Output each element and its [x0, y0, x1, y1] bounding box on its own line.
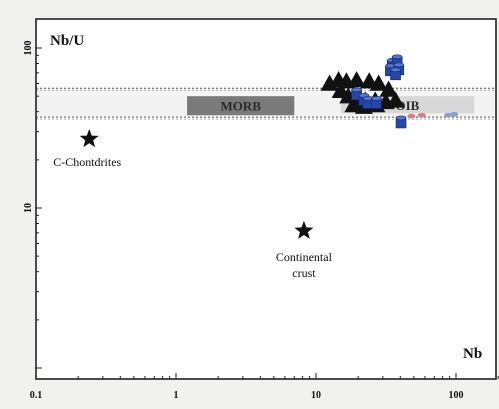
star-marker [294, 220, 314, 239]
cylinder-top [371, 96, 382, 101]
annotations-layer: C-Chontdrites Continental crust [53, 129, 333, 280]
data-point-triangle [347, 71, 366, 88]
x-tick-label: 100 [449, 390, 464, 401]
cylinder-top [391, 54, 403, 60]
data-point-circle [450, 111, 459, 117]
data-point-cylinder [391, 54, 403, 68]
data-point-triangle [379, 80, 398, 97]
data-point-triangle [344, 96, 363, 113]
star-marker [79, 129, 99, 148]
y-tick-label: 100 [23, 41, 34, 56]
plot-frame [35, 18, 497, 380]
annotation-label-line: crust [292, 266, 316, 280]
x-tick-label: 10 [311, 390, 321, 401]
cylinder-top [390, 67, 401, 73]
data-point-triangle [369, 74, 388, 91]
cylinder-top [351, 87, 362, 93]
ticks-layer: 0.1 1 10 100 10 100 [23, 41, 499, 401]
reference-lines-layer [36, 87, 496, 120]
data-point-cylinder [371, 96, 382, 109]
y-tick-label: 10 [23, 203, 34, 213]
y-axis-title: Nb/U [50, 33, 84, 49]
x-tick-label: 1 [174, 390, 179, 401]
data-point-cylinder [351, 87, 362, 101]
data-point-circle [407, 113, 416, 119]
data-point-triangle [386, 91, 405, 108]
cylinder-top [395, 115, 407, 121]
data-points-layer [320, 54, 459, 129]
x-tick-label: 0.1 [30, 390, 43, 401]
fields-layer: MORB OIB [36, 88, 496, 118]
field-label-oib: OIB [396, 98, 420, 113]
annotation-label-line: Continental [276, 250, 333, 264]
field-label-morb: MORB [220, 99, 261, 114]
x-axis-title: Nb [463, 346, 482, 362]
field-morb [187, 96, 295, 116]
data-point-cylinder [395, 115, 407, 129]
data-point-cylinder [390, 67, 401, 81]
annotation-label: Continental crust [276, 250, 333, 280]
cylinder-top [393, 62, 405, 68]
annotation-label: C-Chontdrites [53, 155, 121, 169]
plot-area [36, 19, 496, 379]
data-point-circle [417, 112, 426, 118]
